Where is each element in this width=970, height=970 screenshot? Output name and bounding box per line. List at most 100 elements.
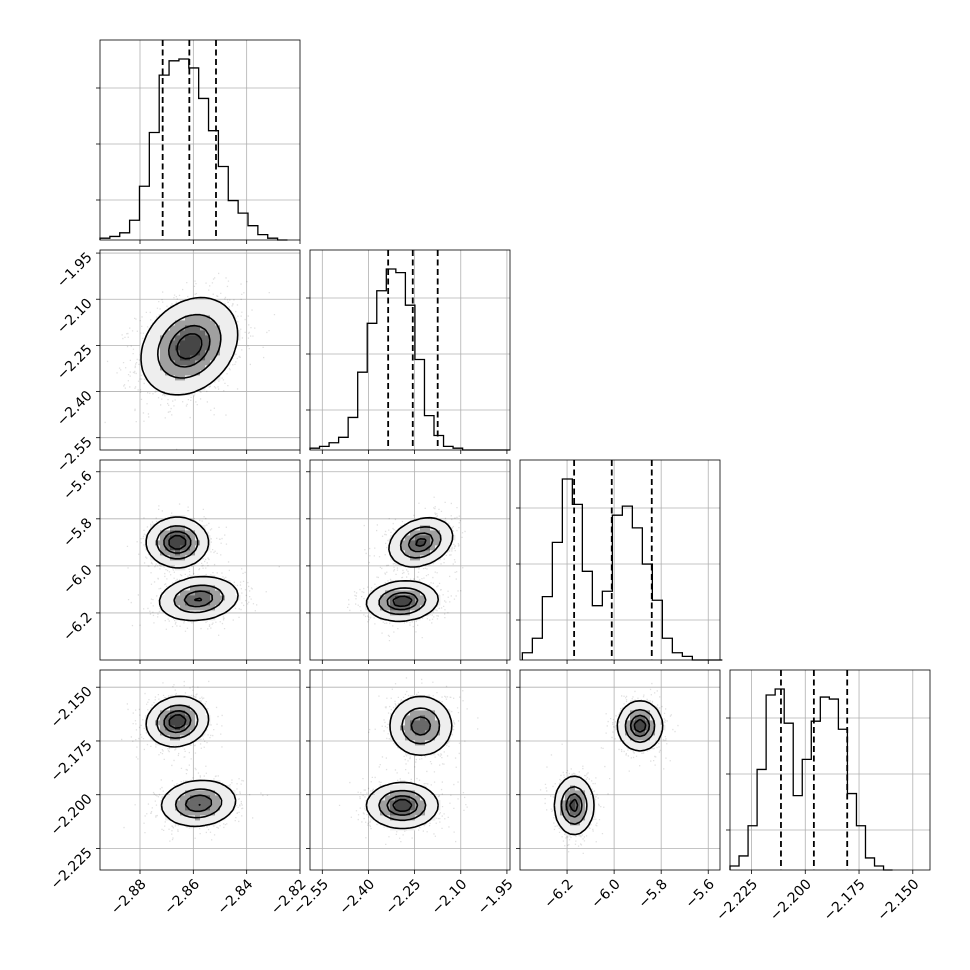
density-cell <box>145 725 151 731</box>
density-cell <box>205 370 211 376</box>
density-cell <box>195 785 201 791</box>
density-cell <box>430 535 436 541</box>
density-cell <box>425 750 431 756</box>
density-cell <box>175 555 181 561</box>
density-cell <box>185 740 191 746</box>
density-cell <box>390 715 396 721</box>
density-cell <box>150 530 156 536</box>
density-cell <box>435 555 441 561</box>
density-cell <box>145 720 151 726</box>
density-cell <box>400 705 406 711</box>
density-cell <box>230 800 236 806</box>
density-cell <box>200 610 206 616</box>
density-cell <box>160 525 166 531</box>
density-cell <box>185 715 191 721</box>
density-cell <box>180 585 186 591</box>
density-cell <box>390 820 396 826</box>
density-cell <box>175 790 181 796</box>
density-panel-0-3-grid <box>100 670 300 870</box>
density-cell <box>200 305 206 311</box>
density-cell <box>405 820 411 826</box>
density-cell <box>405 715 411 721</box>
density-cell <box>195 345 201 351</box>
density-cell <box>635 700 641 706</box>
density-cell <box>215 360 221 366</box>
density-cell <box>190 330 196 336</box>
density-cell <box>620 735 626 741</box>
density-cell <box>635 725 641 731</box>
density-cell <box>220 790 226 796</box>
density-cell <box>420 545 426 551</box>
density-cell <box>390 730 396 736</box>
density-cell <box>185 615 191 621</box>
density-cell <box>230 325 236 331</box>
density-cell <box>375 795 381 801</box>
density-cell <box>215 785 221 791</box>
density-cell <box>150 355 156 361</box>
density-cell <box>380 820 386 826</box>
density-cell <box>185 710 191 716</box>
density-cell <box>215 335 221 341</box>
density-cell <box>405 795 411 801</box>
density-cell <box>160 700 166 706</box>
density-cell <box>650 740 656 746</box>
contour-line <box>365 516 454 623</box>
density-cell <box>570 800 576 806</box>
density-cell <box>645 740 651 746</box>
density-cell <box>165 735 171 741</box>
density-cell <box>195 805 201 811</box>
density-cell <box>180 615 186 621</box>
density-cell <box>390 540 396 546</box>
density-cell <box>395 550 401 556</box>
density-cell <box>175 310 181 316</box>
density-cell <box>375 595 381 601</box>
density-cell <box>205 345 211 351</box>
density-cell <box>200 590 206 596</box>
density-cell <box>170 590 176 596</box>
density-cell <box>165 590 171 596</box>
contour-line <box>163 710 213 813</box>
density-cell <box>420 730 426 736</box>
density-cell <box>155 385 161 391</box>
density-cell <box>635 735 641 741</box>
density-panel-0-2-grid <box>100 460 300 660</box>
density-cell <box>185 555 191 561</box>
density-cell <box>395 815 401 821</box>
density-cell <box>425 745 431 751</box>
density-cell <box>415 785 421 791</box>
density-cell <box>195 310 201 316</box>
density-cell <box>150 725 156 731</box>
density-cell <box>635 745 641 751</box>
density-cell <box>185 550 191 556</box>
density-cell <box>445 715 451 721</box>
density-cell <box>210 345 216 351</box>
density-cell <box>410 800 416 806</box>
density-content <box>104 272 276 450</box>
density-cell <box>185 385 191 391</box>
density-cell <box>410 745 416 751</box>
density-cell <box>210 820 216 826</box>
density-cell <box>200 315 206 321</box>
density-cell <box>175 335 181 341</box>
density-cell <box>170 340 176 346</box>
density-cell <box>200 310 206 316</box>
density-cell <box>220 305 226 311</box>
density-cell <box>190 700 196 706</box>
density-cell <box>205 355 211 361</box>
density-cell <box>165 715 171 721</box>
density-cell <box>200 375 206 381</box>
density-cell <box>205 305 211 311</box>
density-cell <box>160 530 166 536</box>
density-cell <box>370 795 376 801</box>
density-cell <box>565 780 571 786</box>
density-cell <box>560 805 566 811</box>
density-cell <box>180 600 186 606</box>
density-cell <box>385 785 391 791</box>
density-cell <box>625 740 631 746</box>
density-cell <box>165 740 171 746</box>
density-cell <box>205 360 211 366</box>
density-cell <box>170 560 176 566</box>
density-cell <box>200 800 206 806</box>
density-cell <box>155 375 161 381</box>
contour-line <box>157 313 222 379</box>
